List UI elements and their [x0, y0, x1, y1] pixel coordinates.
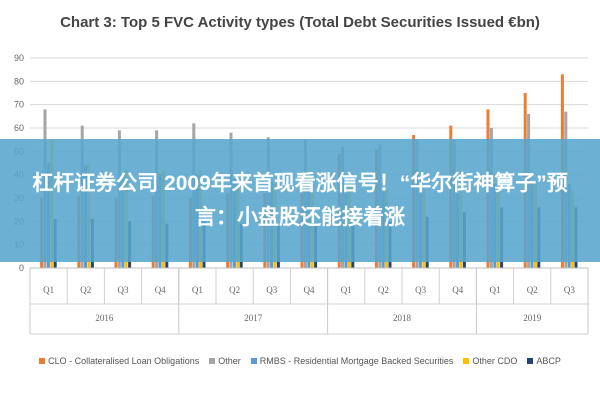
- x-tick-label: Q4: [155, 285, 166, 295]
- x-tick-label: Q2: [80, 285, 91, 295]
- legend-item: ABCP: [527, 356, 561, 366]
- legend-item: Other: [209, 356, 241, 366]
- legend-item: CLO - Collateralised Loan Obligations: [39, 356, 199, 366]
- legend-label: Other CDO: [472, 356, 518, 366]
- legend-swatch: [527, 358, 534, 364]
- x-tick-label: Q4: [452, 285, 463, 295]
- year-label: 2019: [523, 313, 542, 323]
- headline-text[interactable]: 杠杆证券公司 2009年来首现看涨信号！“华尔街神算子”预言：小盘股还能接着涨: [32, 171, 568, 229]
- x-tick-label: Q3: [266, 285, 277, 295]
- legend-swatch: [39, 358, 46, 364]
- x-tick-label: Q2: [527, 285, 538, 295]
- x-tick-label: Q1: [341, 285, 352, 295]
- x-tick-label: Q2: [229, 285, 240, 295]
- year-label: 2018: [393, 313, 412, 323]
- legend-swatch: [463, 358, 470, 364]
- legend-label: RMBS - Residential Mortgage Backed Secur…: [259, 356, 454, 366]
- y-tick-label: 80: [14, 76, 24, 86]
- chart-title: Chart 3: Top 5 FVC Activity types (Total…: [60, 14, 540, 31]
- legend-swatch: [250, 358, 257, 364]
- x-tick-label: Q3: [118, 285, 129, 295]
- legend-label: CLO - Collateralised Loan Obligations: [48, 356, 200, 366]
- x-tick-label: Q1: [490, 285, 501, 295]
- x-tick-label: Q3: [564, 285, 575, 295]
- legend-item: Other CDO: [463, 356, 517, 366]
- legend-item: RMBS - Residential Mortgage Backed Secur…: [250, 356, 454, 366]
- legend-swatch: [209, 358, 216, 364]
- x-tick-label: Q3: [415, 285, 426, 295]
- year-label: 2017: [244, 313, 263, 323]
- y-tick-label: 90: [14, 53, 24, 63]
- y-tick-label: 60: [14, 123, 24, 133]
- y-tick-label: 70: [14, 100, 24, 110]
- year-label: 2016: [95, 313, 114, 323]
- x-tick-label: Q2: [378, 285, 389, 295]
- chart-legend: CLO - Collateralised Loan Obligations Oth…: [0, 352, 600, 370]
- x-tick-label: Q1: [192, 285, 203, 295]
- legend-label: ABCP: [536, 356, 561, 366]
- x-tick-label: Q1: [43, 285, 54, 295]
- y-tick-label: 0: [19, 263, 24, 273]
- x-tick-label: Q4: [304, 285, 315, 295]
- legend-label: Other: [218, 356, 241, 366]
- headline-banner[interactable]: 杠杆证券公司 2009年来首现看涨信号！“华尔街神算子”预言：小盘股还能接着涨: [0, 139, 600, 262]
